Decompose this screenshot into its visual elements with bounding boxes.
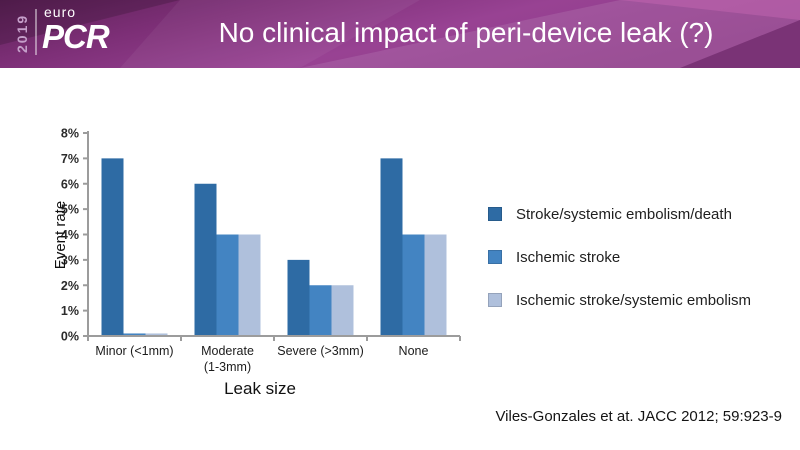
x-category-label: Moderate: [201, 344, 254, 358]
y-tick-label: 3%: [61, 253, 79, 267]
x-category-label: (1-3mm): [204, 360, 251, 374]
bar: [424, 234, 447, 336]
bar-chart: 0% 1% 2% 3% 4% 5% 6% 7% 8% Minor (<1mm) Moderate (1…: [55, 127, 461, 398]
logo-separator: [35, 9, 37, 55]
legend-label: Ischemic stroke/systemic embolism: [516, 291, 752, 309]
legend-swatch-light-blue: [488, 293, 502, 307]
y-tick-label: 4%: [61, 228, 79, 242]
logo-pcr-label: PCR: [42, 18, 110, 55]
citation: Viles-Gonzales et at. JACC 2012; 59:923-…: [495, 408, 782, 425]
bar: [216, 234, 239, 336]
bar: [309, 285, 332, 336]
x-category-label: Severe (>3mm): [277, 344, 363, 358]
chart-legend: Stroke/systemic embolism/death Ischemic …: [488, 206, 751, 335]
bar: [194, 183, 217, 336]
logo-euro-label: euro: [44, 4, 77, 20]
bar: [123, 333, 146, 336]
bar: [145, 333, 168, 336]
header: 2019 euro PCR No clinical impact of peri…: [0, 0, 800, 68]
logo-wordmark: euro PCR: [42, 4, 110, 55]
legend-swatch-dark-blue: [488, 207, 502, 221]
y-tick-label: 0%: [61, 330, 79, 344]
y-tick-label: 2%: [61, 279, 79, 293]
legend-label: Stroke/systemic embolism/death: [516, 205, 732, 223]
y-axis-title: Event rate: [55, 201, 69, 269]
legend-swatch-mid-blue: [488, 250, 502, 264]
y-tick-label: 1%: [61, 304, 79, 318]
legend-item: Stroke/systemic embolism/death: [488, 205, 751, 223]
legend-item: Ischemic stroke: [488, 248, 751, 266]
logo-year-label: 2019: [14, 13, 30, 53]
europcr-logo: 2019 euro PCR: [14, 4, 110, 63]
bar: [331, 285, 354, 336]
x-category-label: None: [399, 344, 429, 358]
bar: [287, 259, 310, 336]
bar: [238, 234, 261, 336]
y-tick-label: 5%: [61, 203, 79, 217]
slide-title: No clinical impact of peri-device leak (…: [218, 17, 714, 48]
x-axis-title: Leak size: [224, 379, 296, 398]
bar: [380, 158, 403, 336]
bar: [101, 158, 124, 336]
header-background: [0, 0, 800, 68]
y-tick-label: 8%: [61, 127, 79, 141]
legend-item: Ischemic stroke/systemic embolism: [488, 291, 752, 309]
y-tick-label: 6%: [61, 177, 79, 191]
y-tick-label: 7%: [61, 152, 79, 166]
bar: [402, 234, 425, 336]
legend-label: Ischemic stroke: [516, 248, 621, 266]
x-category-label: Minor (<1mm): [95, 344, 173, 358]
